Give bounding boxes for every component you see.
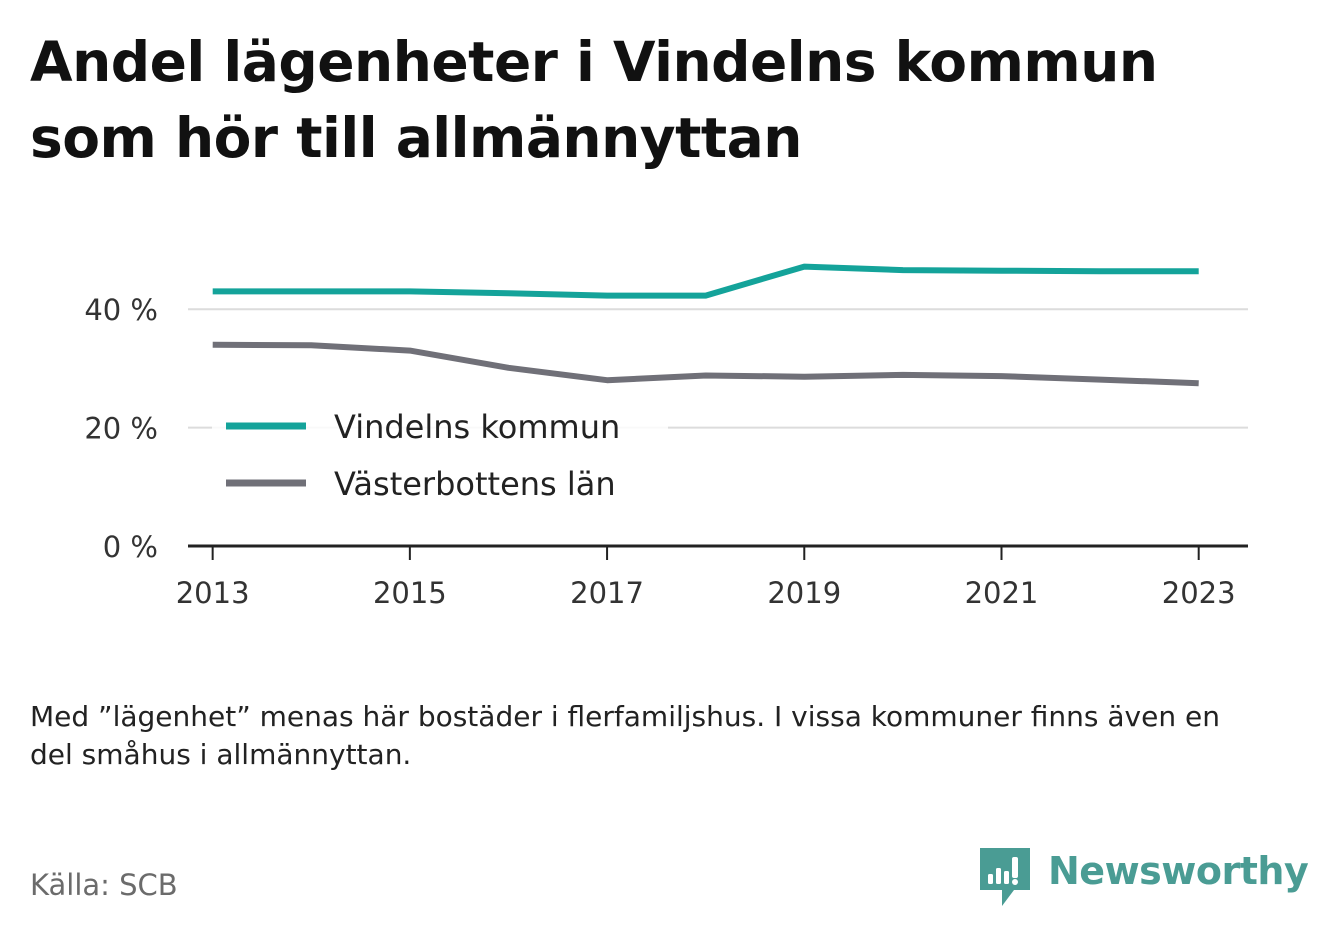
source-label: Källa: SCB: [30, 868, 178, 902]
y-tick-label: 40 %: [84, 293, 158, 327]
x-tick-label: 2013: [176, 576, 250, 610]
series-lines: [212, 263, 1199, 387]
legend-background: [212, 398, 668, 514]
chart-note: Med ”lägenhet” menas här bostäder i fler…: [30, 700, 1220, 771]
x-tick-label: 2023: [1162, 576, 1236, 610]
y-tick-label: 0 %: [103, 530, 158, 564]
series-line-1: [212, 341, 1199, 387]
x-tick-label: 2015: [373, 576, 447, 610]
y-tick-label: 20 %: [84, 412, 158, 446]
legend: Vindelns kommun Västerbottens län: [212, 398, 668, 514]
chart-title: Andel lägenheter i Vindelns kommun som h…: [30, 30, 1158, 170]
x-tick-label: 2017: [570, 576, 644, 610]
newsworthy-logo-icon: [980, 848, 1030, 906]
newsworthy-logo[interactable]: Newsworthy: [980, 848, 1309, 912]
brand-name: Newsworthy: [1048, 849, 1309, 893]
legend-label: Vindelns kommun: [334, 408, 620, 446]
x-tick-label: 2019: [767, 576, 841, 610]
x-axis: 2013 2015 2017 2019 2021 2023: [176, 544, 1248, 610]
legend-label: Västerbottens län: [334, 465, 616, 503]
y-axis-tick-labels: 0 % 20 % 40 %: [84, 293, 158, 564]
x-tick-label: 2021: [965, 576, 1039, 610]
series-line-0: [212, 263, 1199, 299]
